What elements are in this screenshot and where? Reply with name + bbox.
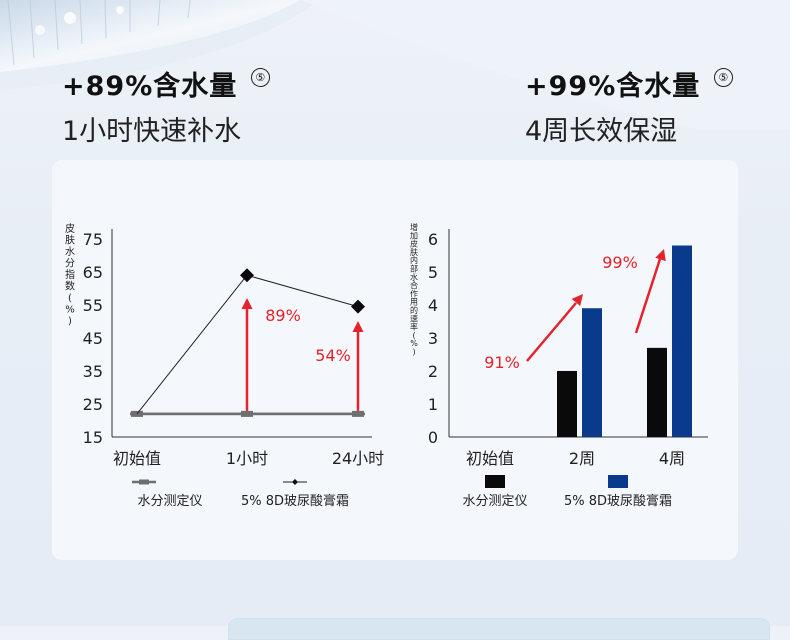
chart1-increase-label: 54% (315, 346, 351, 365)
chart2-y-axis-label-char: ) (412, 348, 415, 357)
chart1-increase-label: 89% (265, 306, 301, 325)
chart1-y-axis-label-char: ( (68, 293, 72, 304)
water-splash-decoration (0, 0, 790, 130)
chart1-increase-arrow-head (352, 321, 364, 332)
chart2-y-axis-label-char: 加 (410, 230, 418, 240)
chart1-y-tick-label: 45 (83, 329, 103, 348)
chart2-increase-arrow-head (571, 294, 583, 306)
chart2-bar-baseline (557, 370, 577, 437)
chart2-y-axis-label-char: 合 (410, 280, 418, 290)
chart2-y-axis-label-char: 作 (410, 288, 418, 298)
chart1-y-axis-label-char: 数 (65, 280, 75, 293)
chart2-increase-arrow-shaft (634, 258, 662, 334)
chart1-y-axis-label-char: 水 (65, 246, 75, 258)
chart1-legend-cream-label: 5% 8D玻尿酸膏霜 (241, 493, 349, 509)
chart1-y-axis-label-char: % (65, 305, 75, 316)
chart1-legend-cream-swatch (292, 479, 298, 485)
chart2-y-tick-label: 4 (428, 296, 438, 315)
headline-left: +89%含水量 ⑤ 1小时快速补水 (62, 64, 271, 148)
chart2-y-tick-label: 2 (428, 362, 438, 381)
chart2-x-tick-label: 初始值 (466, 449, 514, 468)
charts-card (52, 160, 738, 560)
chart1-y-tick-label: 35 (83, 362, 103, 381)
chart2-increase-label: 99% (602, 253, 638, 272)
chart2-increase-label: 91% (484, 353, 520, 372)
chart1-increase-arrow-head (241, 298, 253, 309)
headline-left-stat-row: +89%含水量 ⑤ (62, 64, 271, 103)
headline-right-stat: +99%含水量 (525, 71, 701, 102)
chart1-y-axis-label-char: 肤 (65, 234, 75, 247)
chart2-y-axis-label-char: 速 (410, 314, 418, 323)
chart2-y-axis-label-char: 皮 (410, 239, 418, 249)
chart1-legend-baseline-label: 水分测定仪 (137, 494, 202, 509)
chart2-y-tick-label: 1 (428, 395, 438, 414)
chart2-y-tick-label: 0 (428, 428, 438, 447)
chart1-cream-point (240, 268, 254, 283)
chart2-y-tick-label: 3 (428, 329, 438, 348)
chart2-bar-cream (672, 245, 692, 437)
chart1-x-tick-label: 1小时 (226, 449, 268, 468)
chart1-y-tick-label: 25 (83, 395, 103, 414)
chart2-y-tick-label: 6 (428, 230, 438, 249)
chart2-y-axis-label-char: 水 (410, 272, 418, 282)
chart1-y-tick-label: 65 (83, 263, 103, 282)
chart2-legend-cream-swatch (608, 475, 628, 488)
chart1-y-tick-label: 15 (83, 428, 103, 447)
chart1-baseline-point (241, 410, 253, 417)
chart2-y-axis-label-char: % (410, 339, 418, 348)
chart2-y-axis-label-char: 内 (410, 255, 418, 265)
chart2-y-axis-label-char: ( (412, 331, 415, 340)
chart2-bar-baseline (647, 347, 667, 437)
chart1-baseline-point (352, 410, 364, 417)
chart1-x-tick-label: 初始值 (113, 449, 161, 468)
chart1-y-tick-label: 75 (83, 230, 103, 249)
chart2-increase-arrow-shaft (526, 302, 577, 362)
chart1-legend-baseline-swatch (139, 479, 149, 485)
footnote-marker-left: ⑤ (251, 68, 271, 87)
chart2-y-axis-label-char: 用 (410, 298, 418, 307)
next-section-edge (228, 618, 770, 640)
chart2-y-tick-label: 5 (428, 263, 438, 282)
chart1-y-axis-label-char: 皮 (65, 222, 75, 235)
headline-left-subtitle: 1小时快速补水 (62, 116, 242, 147)
chart1-y-tick-label: 55 (83, 296, 103, 315)
chart2-x-tick-label: 2周 (569, 449, 595, 468)
chart1-cream-point (351, 299, 365, 314)
headline-right-subtitle: 4周长效保湿 (525, 116, 678, 147)
chart2-bar-cream (582, 308, 602, 437)
headline-left-stat: +89%含水量 (62, 71, 238, 102)
chart2-x-tick-label: 4周 (659, 449, 685, 468)
chart2-legend-baseline-label: 水分测定仪 (462, 494, 527, 509)
chart1-x-tick-label: 24小时 (332, 449, 384, 468)
chart1-y-axis-label-char: 指 (65, 268, 75, 281)
chart2-y-axis-label-char: 部 (410, 264, 418, 274)
chart2-y-axis-label-char: 增 (410, 222, 418, 232)
chart2-y-axis-label-char: 率 (410, 322, 418, 332)
headline-right: +99%含水量 ⑤ 4周长效保湿 (525, 64, 734, 148)
chart1-y-axis-label-char: 分 (65, 258, 75, 270)
chart2-increase-arrow-head (655, 249, 666, 262)
footnote-marker-right: ⑤ (714, 68, 734, 87)
chart2-legend-cream-label: 5% 8D玻尿酸膏霜 (564, 493, 672, 509)
headline-right-stat-row: +99%含水量 ⑤ (525, 64, 734, 103)
chart2-y-axis-label-char: 的 (410, 305, 418, 315)
chart1-y-axis-label-char: ) (68, 316, 72, 327)
chart2-legend-baseline-swatch (485, 475, 505, 488)
chart2-y-axis-label-char: 肤 (410, 247, 418, 257)
